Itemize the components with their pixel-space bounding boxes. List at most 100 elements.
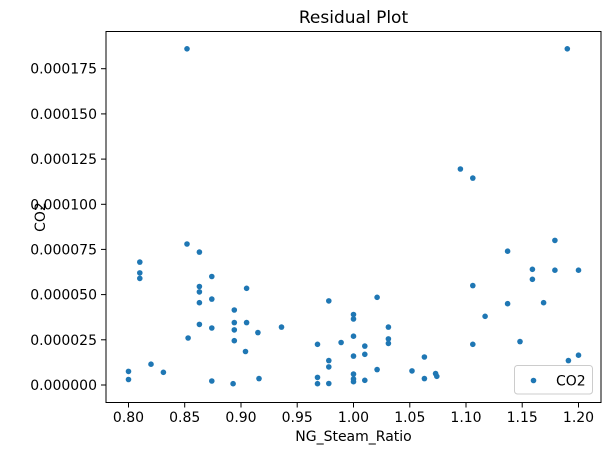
data-point xyxy=(326,380,332,387)
data-point xyxy=(326,364,332,370)
data-point xyxy=(125,368,132,375)
data-point xyxy=(421,375,428,382)
chart-title: Residual Plot xyxy=(299,8,409,28)
data-point xyxy=(564,46,571,52)
data-point xyxy=(529,276,536,283)
data-point xyxy=(385,340,392,347)
y-tick-label: 0.000125 xyxy=(30,152,97,168)
data-point xyxy=(125,376,132,383)
y-tick-label: 0.000075 xyxy=(30,242,97,258)
x-tick-label: 0.85 xyxy=(169,410,200,426)
data-point xyxy=(231,319,238,326)
data-point xyxy=(278,324,285,330)
data-point xyxy=(196,249,203,255)
legend: CO2 xyxy=(514,365,593,395)
data-point xyxy=(504,248,511,254)
x-tick-label: 1.20 xyxy=(563,410,594,426)
y-tick-label: 0.000100 xyxy=(30,197,97,213)
data-point xyxy=(434,373,440,380)
data-point xyxy=(409,368,415,374)
data-point xyxy=(209,296,215,302)
data-point xyxy=(160,369,167,376)
data-point xyxy=(326,357,332,364)
data-point xyxy=(196,299,203,306)
data-point xyxy=(421,354,428,360)
data-point xyxy=(362,377,368,384)
data-point xyxy=(385,324,392,330)
data-point xyxy=(314,380,321,387)
x-tick-label: 1.15 xyxy=(507,410,538,426)
data-point xyxy=(504,300,511,307)
data-point xyxy=(565,357,572,364)
data-point xyxy=(243,285,250,292)
data-point xyxy=(314,341,321,348)
data-point xyxy=(137,259,143,265)
legend-marker xyxy=(530,377,537,384)
data-point xyxy=(184,46,190,52)
y-tick-label: 0.000025 xyxy=(30,333,97,349)
plot-border xyxy=(105,31,602,403)
data-point xyxy=(148,361,154,368)
data-point xyxy=(362,351,368,358)
x-tick-label: 0.90 xyxy=(225,410,256,426)
data-point xyxy=(470,282,476,289)
data-point xyxy=(137,270,143,276)
data-point xyxy=(517,338,523,345)
y-tick-label: 0.000175 xyxy=(30,62,97,78)
legend-box xyxy=(514,365,593,395)
y-axis-label: CO2 xyxy=(33,202,49,232)
data-point xyxy=(196,283,203,290)
data-point xyxy=(350,333,357,340)
data-point xyxy=(575,352,582,359)
data-point xyxy=(529,266,536,273)
data-point xyxy=(362,343,368,349)
data-point xyxy=(185,335,191,341)
data-point xyxy=(540,299,547,306)
y-tick-label: 0.000000 xyxy=(30,378,97,394)
data-point xyxy=(231,307,238,313)
data-point xyxy=(209,273,215,280)
data-point xyxy=(350,316,357,322)
data-point xyxy=(470,175,476,181)
data-point xyxy=(350,371,357,377)
data-point xyxy=(242,348,249,355)
x-tick-label: 1.00 xyxy=(338,410,369,426)
data-point xyxy=(575,267,582,274)
data-point xyxy=(482,313,488,320)
data-point xyxy=(256,375,262,382)
y-tick-label: 0.000150 xyxy=(30,107,97,123)
data-point xyxy=(374,294,380,301)
data-point xyxy=(470,341,476,348)
plot-area: 0.80 0.85 0.90 0.95 1.00 1.05 1.10 1.15 1.20 0.00… xyxy=(30,31,602,426)
data-point xyxy=(209,378,215,384)
data-point xyxy=(350,378,357,385)
data-point xyxy=(552,267,558,274)
data-point xyxy=(457,166,464,172)
y-tick-label: 0.000050 xyxy=(30,288,97,304)
data-point xyxy=(137,275,143,282)
data-point xyxy=(385,336,392,342)
data-point xyxy=(230,380,236,387)
data-point xyxy=(552,237,558,244)
data-point xyxy=(243,319,250,326)
data-point xyxy=(374,366,380,373)
data-point xyxy=(209,325,215,331)
data-point xyxy=(350,311,357,318)
x-tick-label: 1.05 xyxy=(394,410,425,426)
data-point xyxy=(350,353,357,359)
data-point xyxy=(231,327,238,333)
data-point xyxy=(338,339,344,346)
data-point xyxy=(255,329,261,336)
x-tick-label: 0.80 xyxy=(113,410,144,426)
x-tick-label: 0.95 xyxy=(282,410,313,426)
data-point xyxy=(196,289,203,295)
x-axis-label: NG_Steam_Ratio xyxy=(295,429,411,445)
data-point xyxy=(326,298,332,304)
data-point xyxy=(196,321,203,328)
data-point xyxy=(231,337,238,344)
data-point xyxy=(184,241,190,247)
legend-label: CO2 xyxy=(556,374,586,390)
data-point xyxy=(314,374,321,381)
